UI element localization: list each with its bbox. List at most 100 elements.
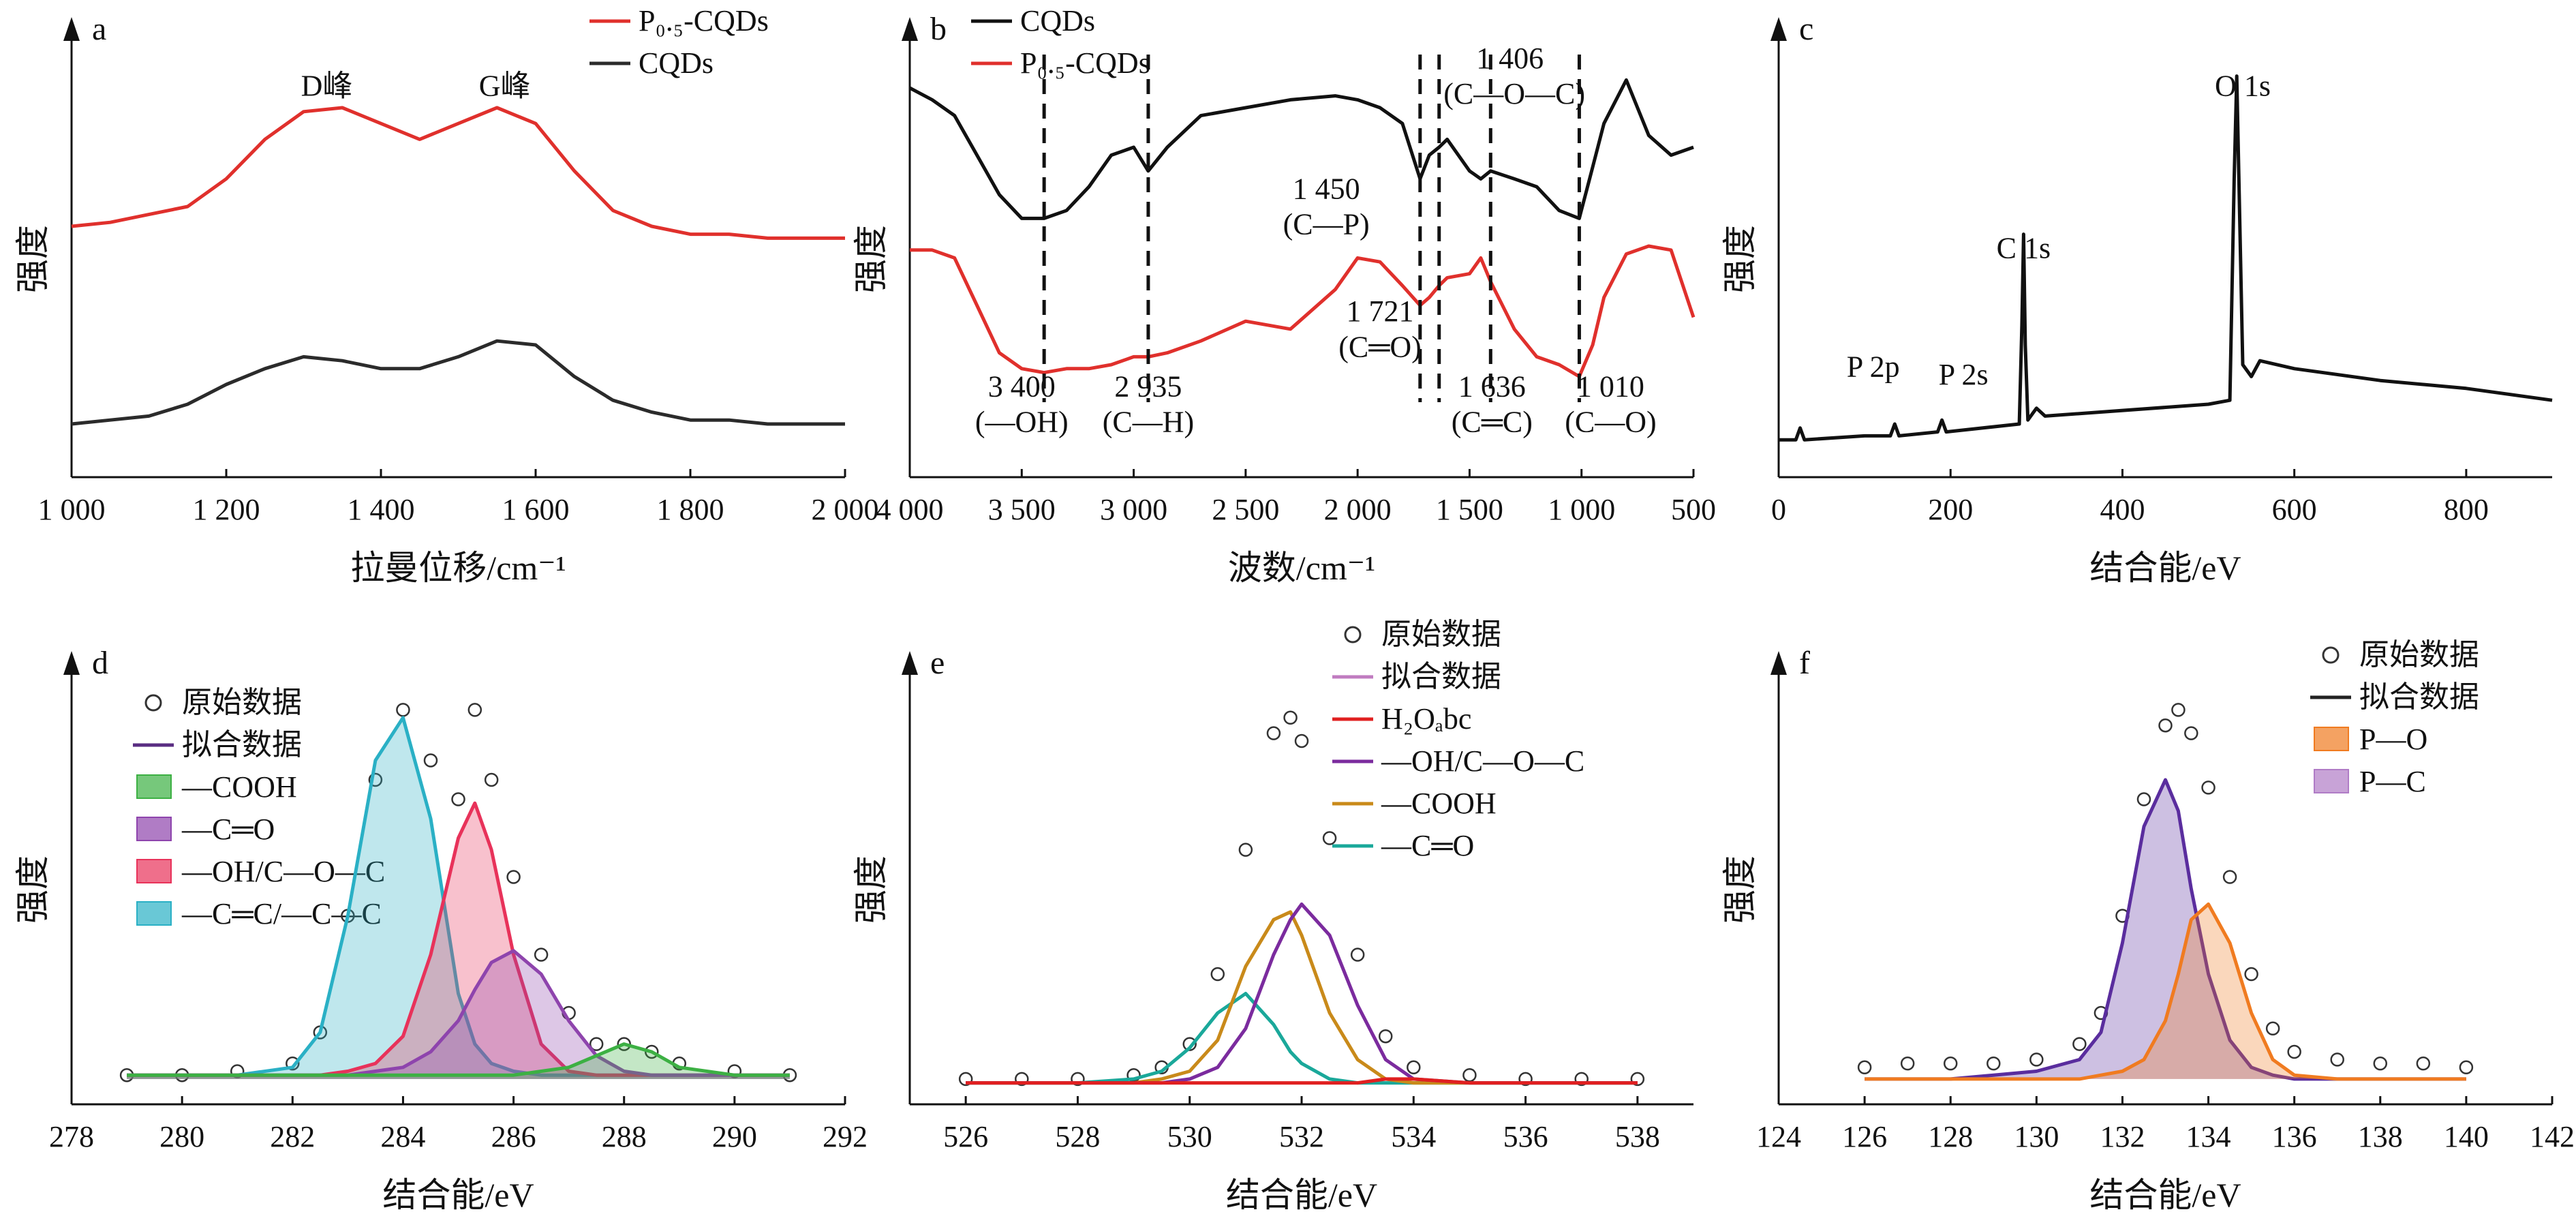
legend-swatch (2314, 769, 2349, 793)
x-tick-label: 400 (2100, 493, 2145, 526)
x-tick-label: 1 200 (193, 493, 260, 526)
data-point (286, 1056, 300, 1071)
x-tick-label: 1 400 (348, 493, 415, 526)
x-tick-label: 292 (823, 1120, 868, 1153)
x-tick-label: 2 000 (812, 493, 879, 526)
data-point (727, 1064, 742, 1078)
x-tick-label: 288 (602, 1120, 647, 1153)
data-point (1407, 1060, 1421, 1075)
data-point (1462, 1067, 1477, 1082)
data-point (2330, 1052, 2344, 1067)
series-line (966, 992, 1638, 1085)
x-tick-label: 138 (2358, 1120, 2403, 1153)
series-line (1865, 902, 2466, 1081)
annotation: 1 721 (1347, 294, 1414, 328)
panel-f: 124 126 128 130 132 134 136 138 140 142 f 结合能/eV 强度 原… (1721, 638, 2575, 1214)
data-point (2459, 1060, 2474, 1075)
x-tick-label: 526 (943, 1120, 988, 1153)
data-point (1857, 1060, 1872, 1075)
series-line (71, 339, 845, 426)
x-tick-label: 126 (1842, 1120, 1887, 1153)
series-line (966, 910, 1638, 1085)
panel-label: a (92, 11, 106, 47)
x-tick-label: 0 (1771, 493, 1786, 526)
data-point (230, 1064, 245, 1078)
data-point (484, 772, 499, 787)
legend-item: 原始数据 (2322, 638, 2479, 671)
data-point (958, 1072, 973, 1087)
data-point (1238, 843, 1253, 857)
data-point (1350, 948, 1365, 962)
x-axis-title: 结合能/eV (2089, 1176, 2241, 1214)
legend-label: 拟合数据 (182, 728, 302, 761)
x-tick-label: 2 500 (1212, 493, 1279, 526)
series-line (908, 78, 1694, 220)
legend-label: CQDs (639, 46, 714, 80)
legend-label: —OH/C—O—C (1381, 744, 1584, 778)
x-tick-label: 528 (1055, 1120, 1100, 1153)
data-point (2029, 1052, 2044, 1067)
legend-label: —OH/C—O—C (181, 855, 385, 888)
series-line (127, 1042, 790, 1077)
legend-swatch (136, 859, 172, 883)
data-point (467, 703, 482, 717)
legend-label: CQDs (1020, 4, 1095, 37)
legend-item: H₂Oₐbc (1332, 702, 1471, 736)
x-tick-label: 1 500 (1436, 493, 1503, 526)
peak-fill (1865, 904, 2466, 1079)
x-tick-label: 130 (2014, 1120, 2059, 1153)
legend-item: 原始数据 (1344, 618, 1501, 651)
legend-item: CQDs (971, 4, 1095, 37)
series-line (910, 244, 1696, 378)
data-point (1294, 733, 1309, 748)
panel-label: c (1799, 11, 1813, 47)
annotation: D峰 (301, 70, 353, 103)
data-point (1630, 1072, 1645, 1087)
annotation: 1 406 (1476, 42, 1544, 75)
x-tick-label: 134 (2186, 1120, 2231, 1153)
x-tick-label: 530 (1167, 1120, 1212, 1153)
legend-label: 原始数据 (182, 686, 302, 719)
data-point (396, 703, 410, 717)
legend-swatch (2322, 646, 2340, 664)
series-line (1779, 74, 2553, 442)
legend-swatch (144, 694, 162, 712)
y-axis-arrow (63, 17, 80, 41)
x-tick-label: 536 (1503, 1120, 1548, 1153)
data-point (423, 753, 438, 768)
y-axis-title: 强度 (852, 855, 890, 924)
legend-label: 原始数据 (1381, 618, 1501, 651)
legend-swatch (136, 817, 172, 841)
y-axis-title: 强度 (14, 855, 52, 924)
data-point (1266, 726, 1281, 740)
data-point (2416, 1056, 2431, 1071)
legend-item: —C═O (136, 813, 275, 846)
x-tick-label: 534 (1391, 1120, 1436, 1153)
data-point (1283, 710, 1298, 725)
x-tick-label: 286 (491, 1120, 536, 1153)
legend-item: P—O (2314, 723, 2427, 756)
y-axis-arrow (1770, 651, 1787, 675)
x-tick-label: 3 000 (1100, 493, 1167, 526)
data-point (1015, 1072, 1029, 1087)
y-axis-arrow (1770, 17, 1787, 41)
series-line (71, 106, 845, 240)
x-tick-label: 500 (1671, 493, 1716, 526)
legend-label: P₀.₅-CQDs (1020, 46, 1150, 80)
legend-label: 原始数据 (2359, 638, 2479, 671)
data-point (1900, 1056, 1915, 1071)
y-axis-arrow (902, 17, 918, 41)
data-point (1322, 831, 1337, 845)
x-tick-label: 282 (270, 1120, 315, 1153)
x-axis-title: 波数/cm⁻¹ (1228, 549, 1375, 587)
data-point (2171, 703, 2186, 717)
legend-item: —OH/C—O—C (1332, 744, 1584, 778)
data-point (451, 792, 465, 806)
legend-label: P₀.₅-CQDs (639, 4, 769, 37)
legend-label: —C═O (181, 813, 275, 846)
annotation: 1 450 (1293, 172, 1360, 205)
legend-label: —C═O (1381, 829, 1474, 862)
data-point (506, 870, 521, 884)
x-tick-label: 600 (2272, 493, 2317, 526)
